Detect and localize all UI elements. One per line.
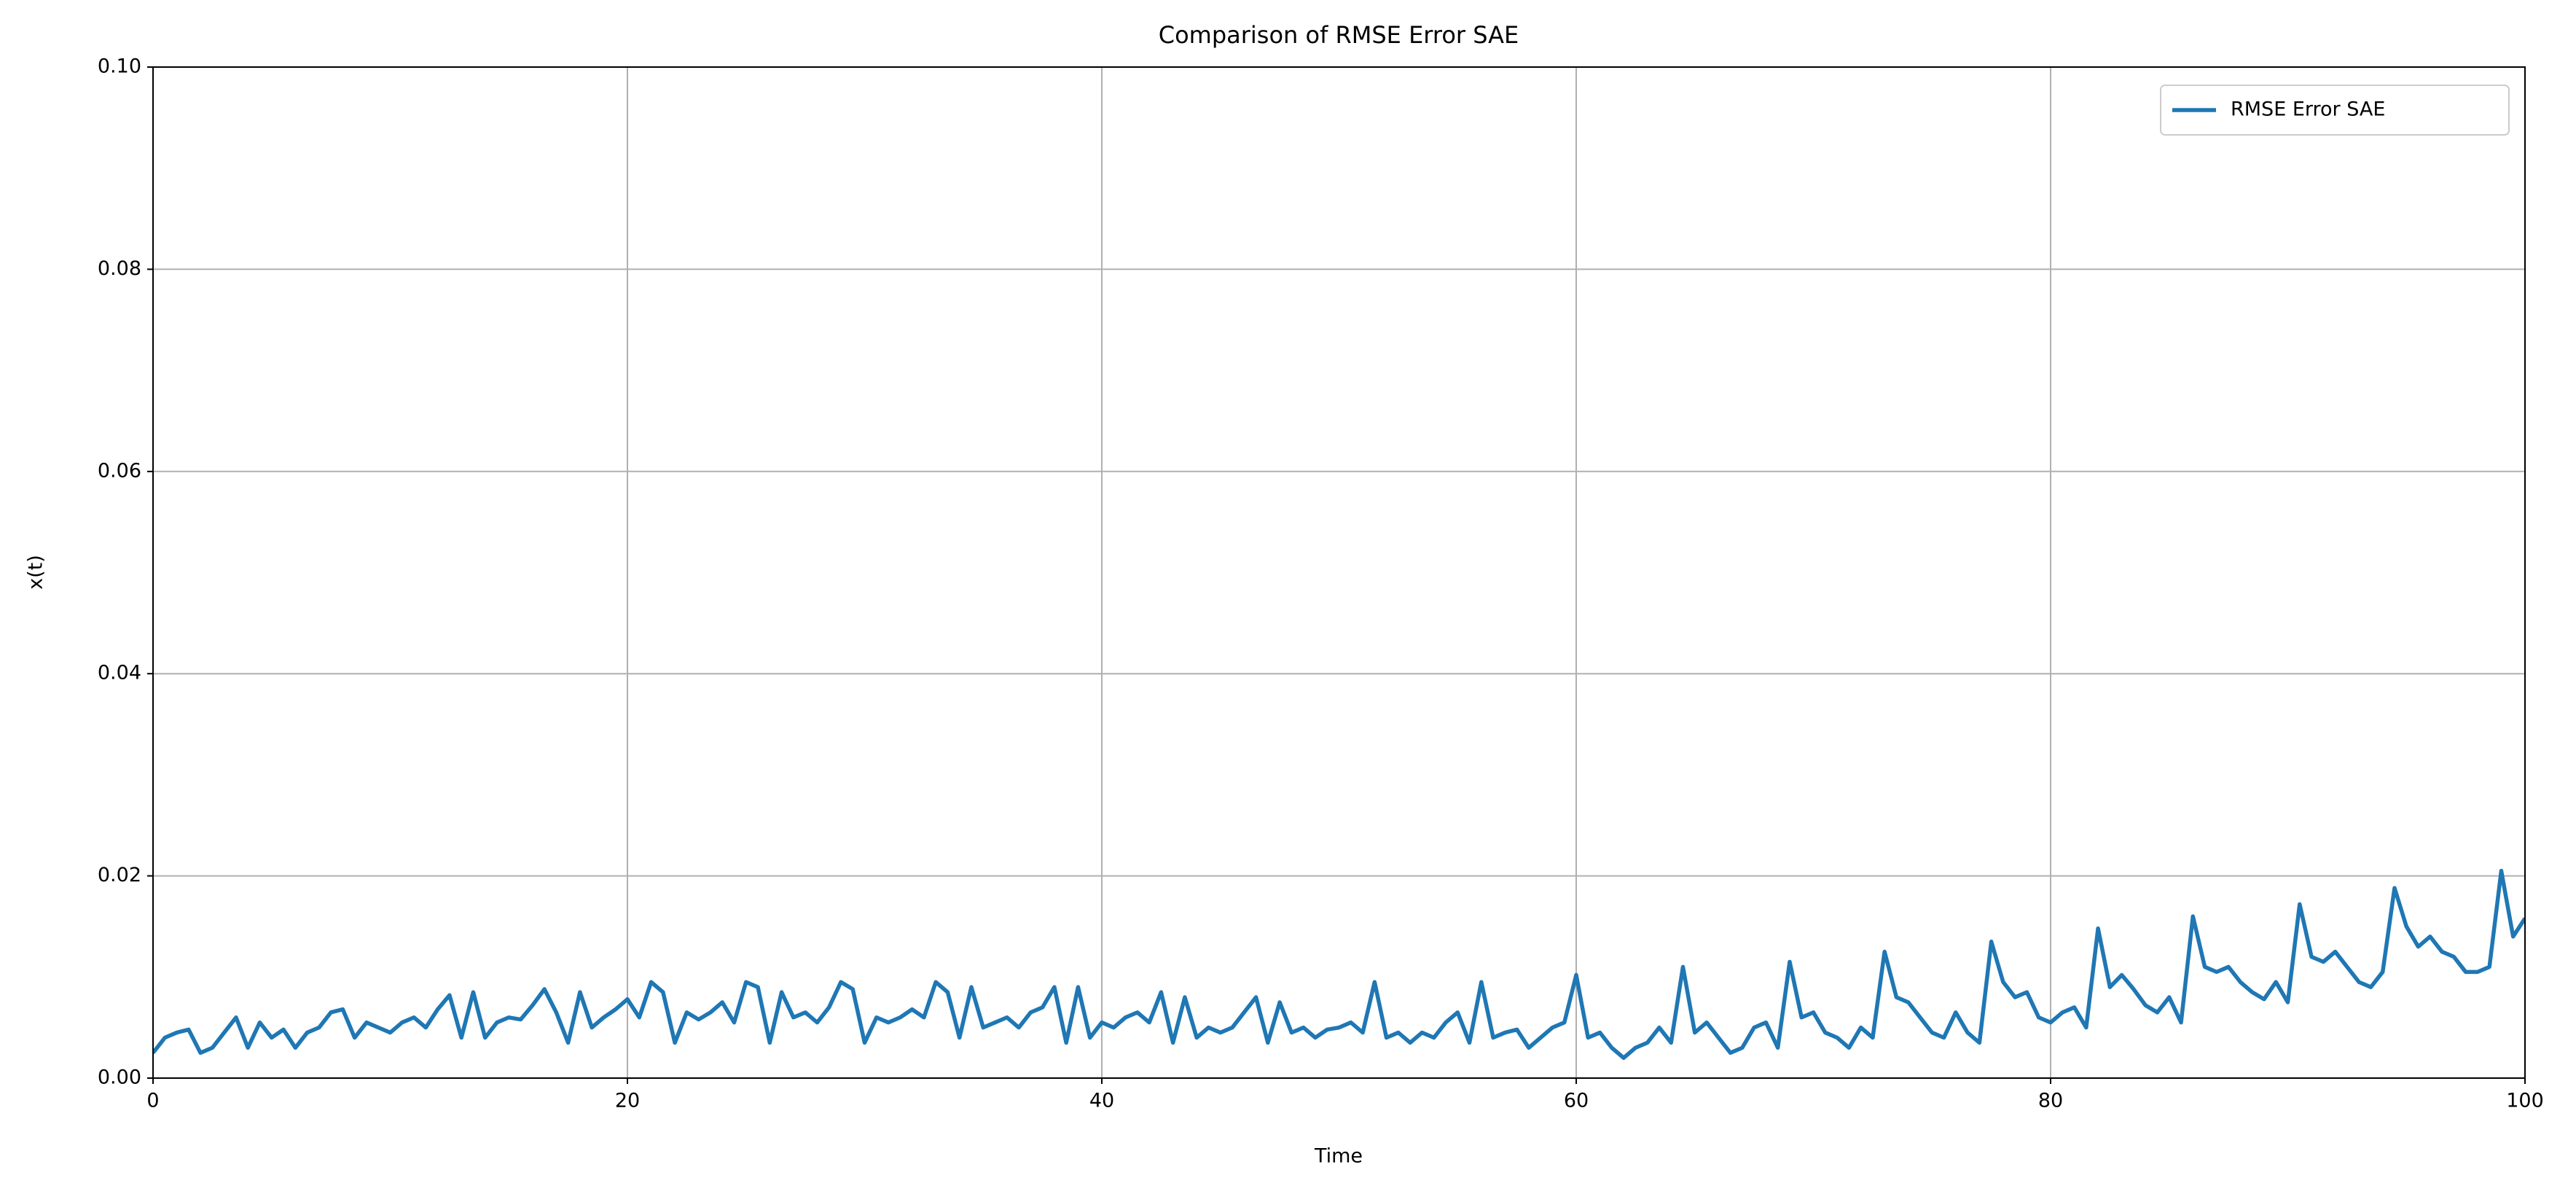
x-tick-label: 60 <box>1564 1090 1589 1112</box>
legend-box <box>2160 85 2510 136</box>
x-tick-label: 0 <box>146 1090 159 1112</box>
x-tick-label: 80 <box>2038 1090 2063 1112</box>
y-tick-label: 0.04 <box>98 662 141 684</box>
data-line <box>153 868 2525 1061</box>
y-axis-label: x(t) <box>25 555 47 590</box>
x-tick-label: 20 <box>615 1090 640 1112</box>
legend-label: RMSE Error SAE <box>2231 98 2385 121</box>
y-tick-label: 0.00 <box>98 1066 141 1089</box>
y-tick-label: 0.02 <box>98 864 141 886</box>
x-tick-label: 40 <box>1089 1090 1114 1112</box>
x-tick-label: 100 <box>2506 1090 2544 1112</box>
x-axis-label: Time <box>1314 1145 1363 1168</box>
y-tick-label: 0.06 <box>98 459 141 482</box>
y-tick-label: 0.08 <box>98 257 141 280</box>
plot-frame <box>152 66 2526 1079</box>
chart-title: Comparison of RMSE Error SAE <box>1159 21 1519 49</box>
y-tick-label: 0.10 <box>98 55 141 78</box>
